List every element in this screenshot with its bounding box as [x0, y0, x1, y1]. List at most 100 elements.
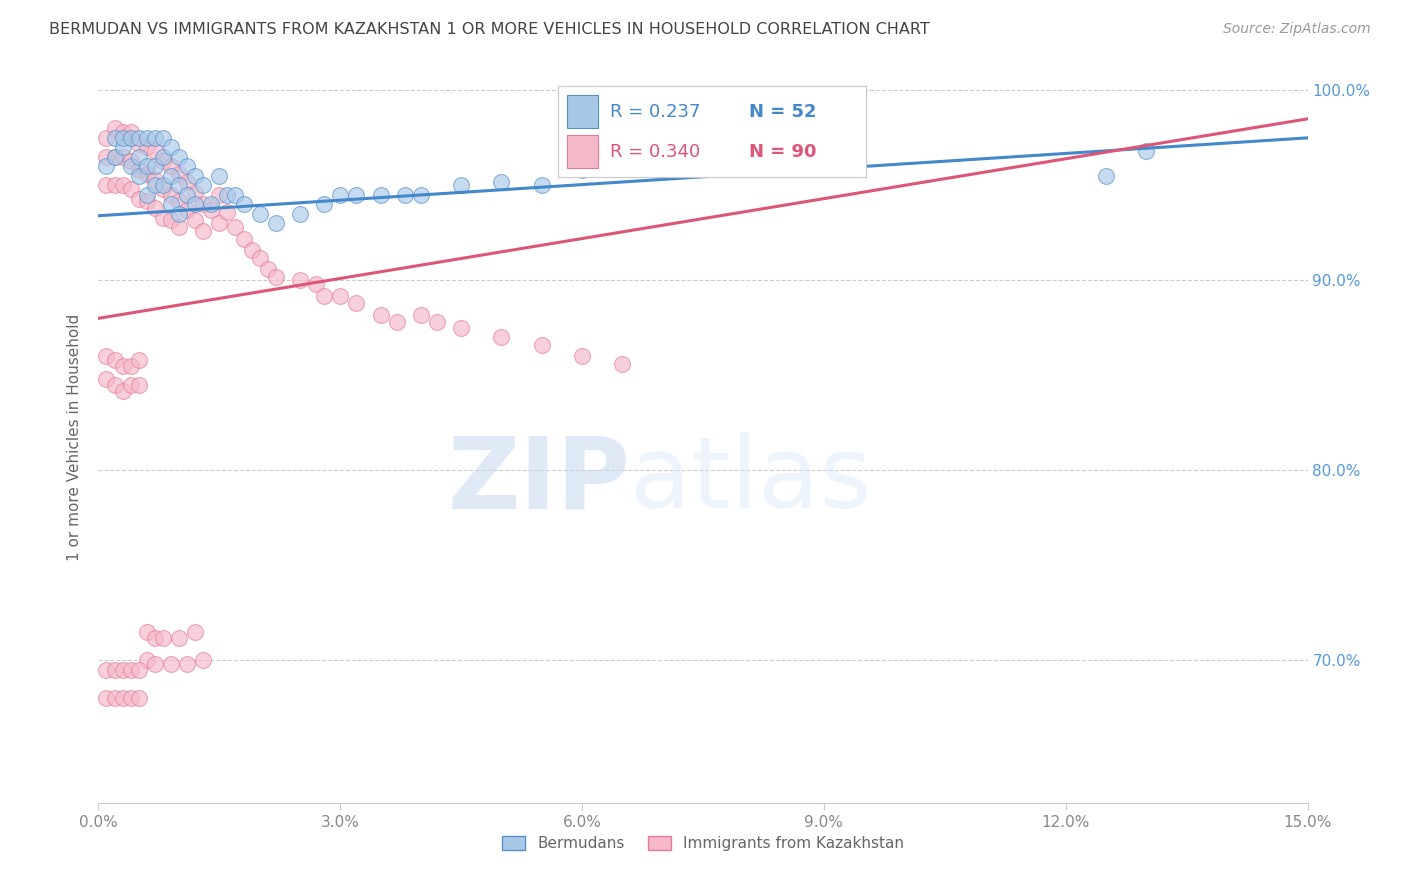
Point — [111, 125, 134, 139]
Point — [264, 216, 287, 230]
Y-axis label: 1 or more Vehicles in Household: 1 or more Vehicles in Household — [67, 313, 83, 561]
Point — [135, 653, 157, 667]
Point — [571, 163, 593, 178]
Point — [96, 178, 118, 193]
Point — [426, 315, 449, 329]
Point — [160, 212, 183, 227]
Point — [128, 163, 150, 178]
Point — [167, 207, 190, 221]
Point — [385, 315, 408, 329]
Point — [491, 330, 513, 344]
Point — [394, 187, 416, 202]
Point — [143, 144, 166, 158]
Point — [160, 187, 183, 202]
Point — [128, 663, 150, 677]
Point — [128, 150, 150, 164]
Point — [160, 169, 183, 183]
Text: Source: ZipAtlas.com: Source: ZipAtlas.com — [1223, 22, 1371, 37]
Point — [224, 220, 246, 235]
Point — [344, 187, 367, 202]
Point — [167, 631, 190, 645]
Point — [167, 150, 190, 164]
Point — [249, 207, 271, 221]
Point — [184, 186, 207, 200]
Point — [208, 169, 231, 183]
Point — [152, 150, 174, 164]
Point — [193, 178, 215, 193]
Point — [344, 296, 367, 310]
Point — [200, 202, 222, 217]
Point — [135, 131, 157, 145]
Point — [184, 169, 207, 183]
Point — [193, 197, 215, 211]
Point — [160, 159, 183, 173]
Point — [103, 131, 125, 145]
Point — [167, 220, 190, 235]
Point — [152, 631, 174, 645]
Point — [184, 212, 207, 227]
Point — [232, 231, 254, 245]
Point — [329, 288, 352, 302]
Point — [491, 175, 513, 189]
Point — [111, 150, 134, 164]
Point — [128, 353, 150, 368]
Point — [120, 359, 142, 373]
Point — [217, 187, 239, 202]
Point — [143, 159, 166, 173]
Point — [143, 657, 166, 672]
Point — [288, 207, 311, 221]
Point — [111, 140, 134, 154]
Point — [135, 140, 157, 154]
Point — [103, 150, 125, 164]
Text: ZIP: ZIP — [447, 433, 630, 530]
Point — [128, 131, 150, 145]
Point — [96, 131, 118, 145]
Point — [143, 131, 166, 145]
Point — [409, 187, 432, 202]
Point — [305, 277, 328, 292]
Point — [160, 140, 183, 154]
Point — [111, 663, 134, 677]
Point — [314, 288, 336, 302]
Point — [135, 167, 157, 181]
Point — [143, 631, 166, 645]
Point — [612, 159, 634, 173]
Point — [1135, 144, 1157, 158]
Point — [152, 211, 174, 225]
Point — [530, 178, 553, 193]
Point — [208, 216, 231, 230]
Point — [651, 159, 673, 173]
Point — [152, 131, 174, 145]
Point — [120, 663, 142, 677]
Point — [370, 308, 392, 322]
Point — [120, 131, 142, 145]
Point — [143, 172, 166, 186]
Point — [96, 150, 118, 164]
Point — [530, 338, 553, 352]
Point — [224, 187, 246, 202]
Point — [103, 691, 125, 706]
Point — [103, 377, 125, 392]
Point — [111, 359, 134, 373]
Point — [96, 349, 118, 363]
Point — [167, 167, 190, 181]
Point — [135, 159, 157, 173]
Point — [409, 308, 432, 322]
Point — [103, 150, 125, 164]
Point — [111, 691, 134, 706]
Point — [160, 197, 183, 211]
Point — [208, 187, 231, 202]
Point — [128, 377, 150, 392]
Point — [184, 624, 207, 639]
Point — [176, 657, 198, 672]
Point — [167, 194, 190, 208]
Point — [128, 192, 150, 206]
Point — [120, 377, 142, 392]
Point — [120, 182, 142, 196]
Point — [193, 653, 215, 667]
Point — [160, 657, 183, 672]
Point — [120, 159, 142, 173]
Point — [249, 251, 271, 265]
Point — [135, 624, 157, 639]
Point — [176, 202, 198, 217]
